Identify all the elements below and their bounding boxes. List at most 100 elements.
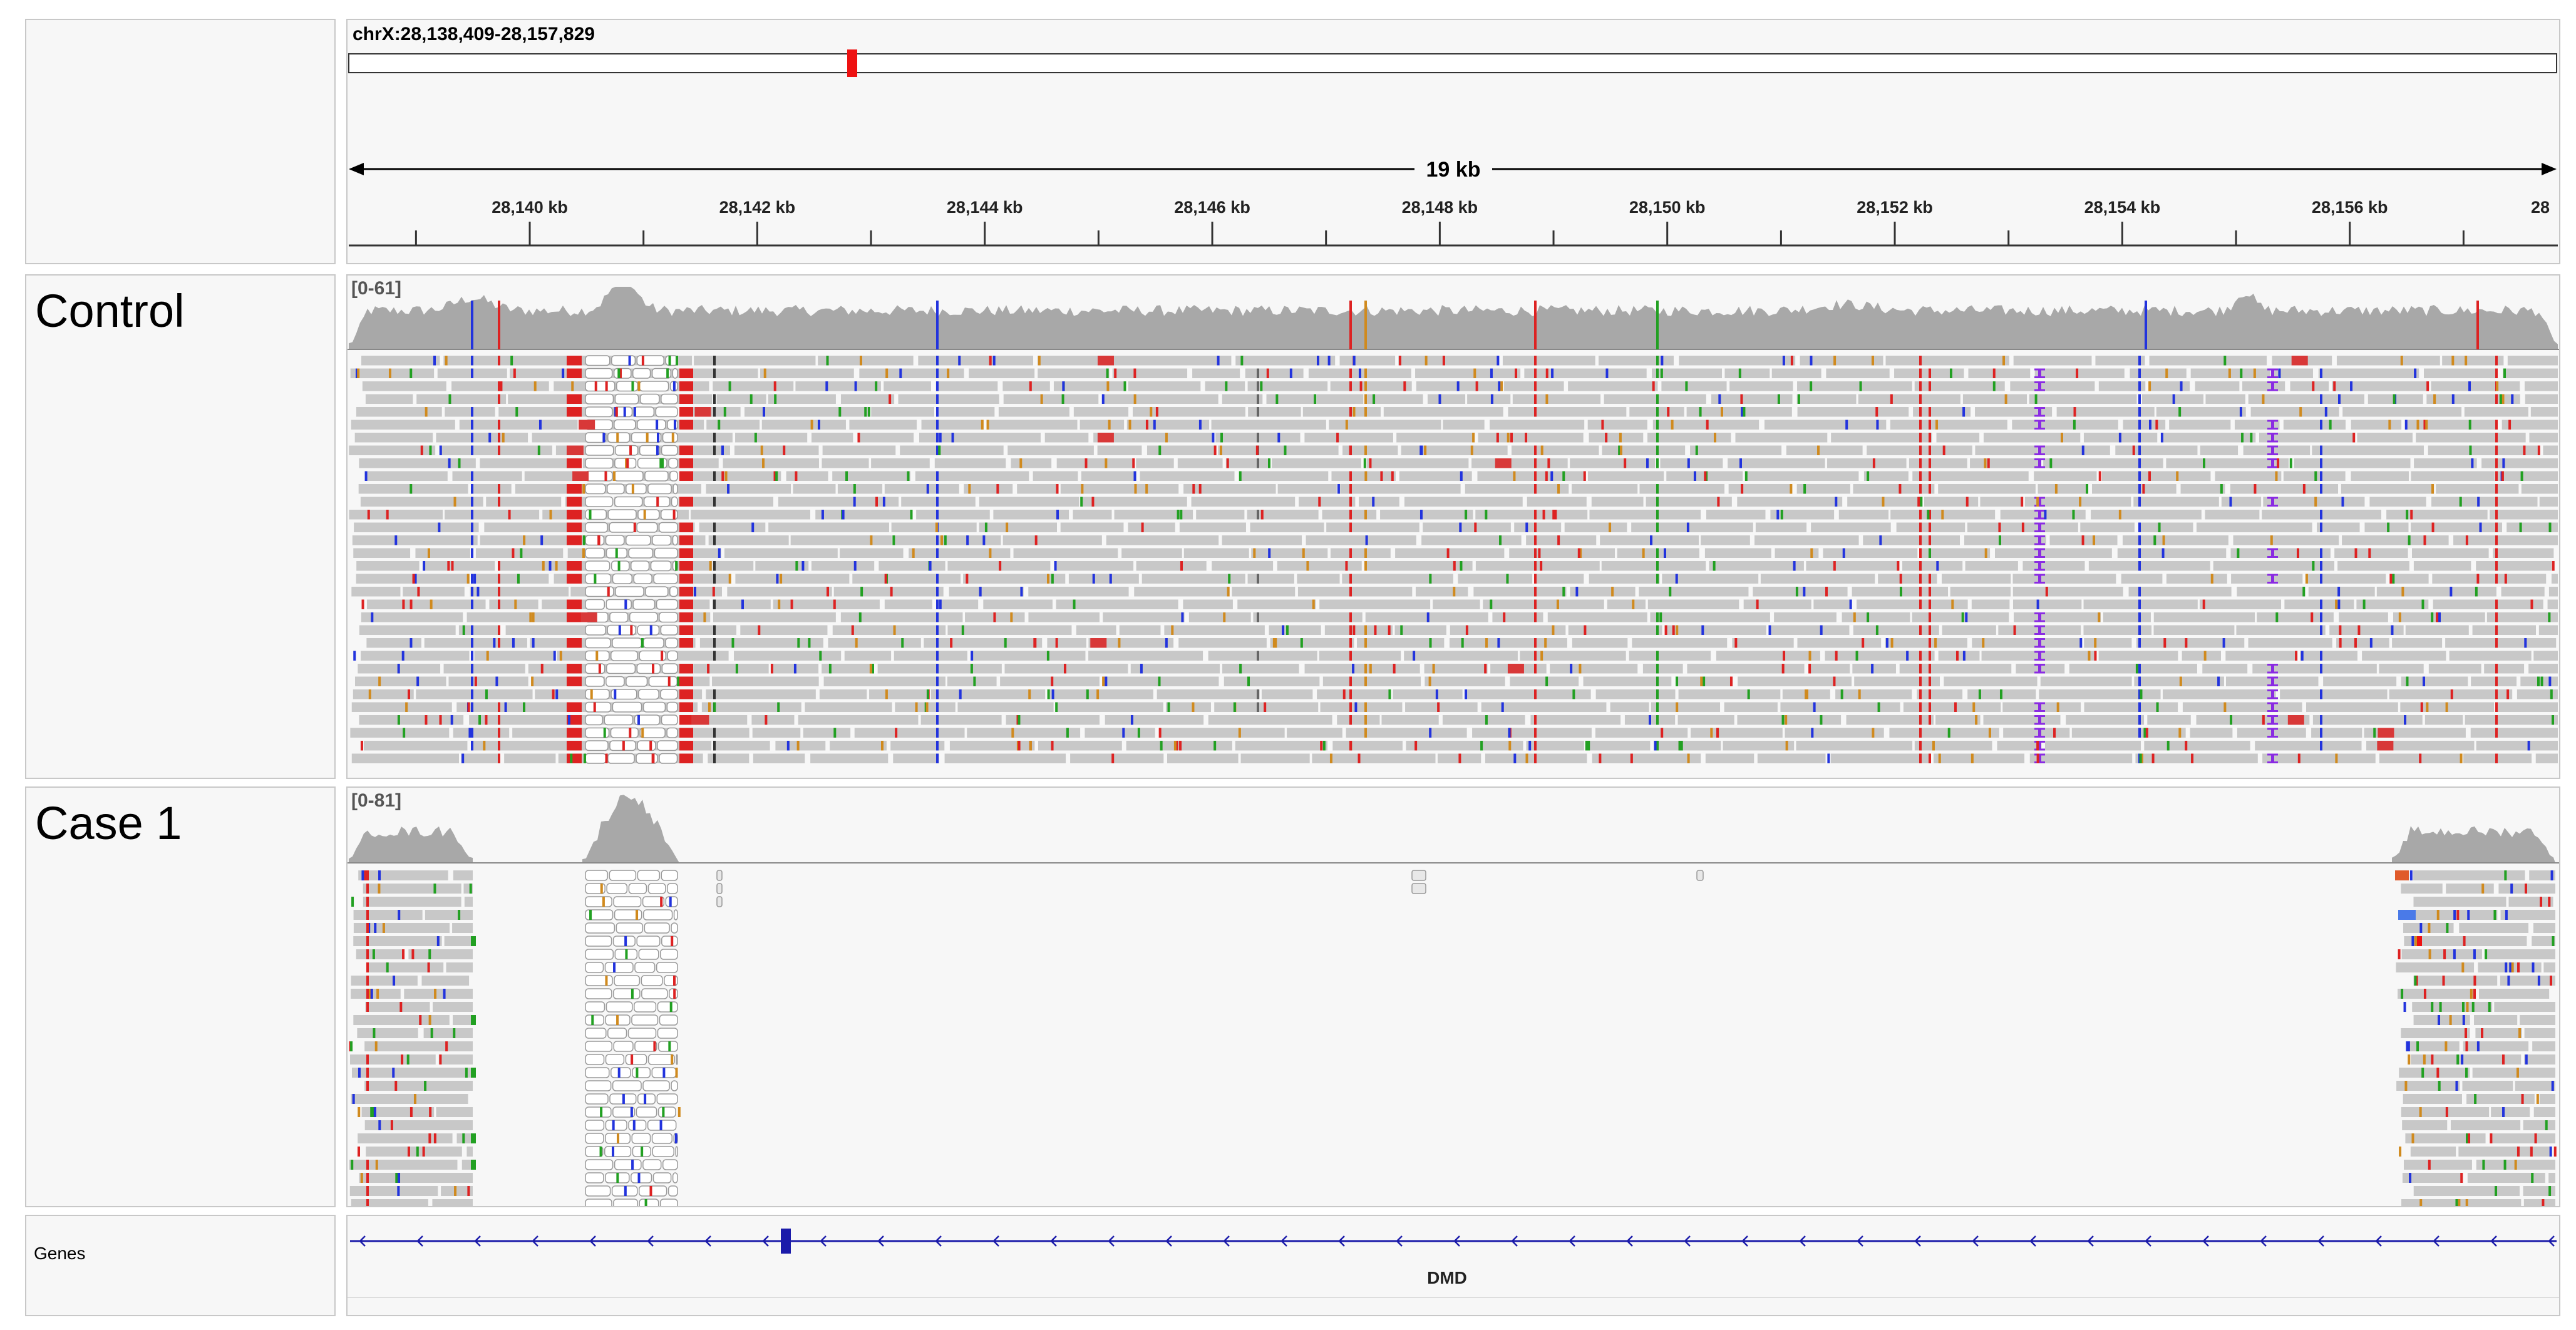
control-mismatch — [1122, 728, 1125, 738]
case1-mismatch — [2465, 1199, 2468, 1206]
control-read — [535, 689, 589, 699]
control-name-panel[interactable]: Control — [25, 274, 336, 779]
control-mismatch — [1984, 548, 1987, 558]
control-read — [486, 497, 562, 507]
control-read — [727, 587, 832, 597]
control-mismatch — [1929, 599, 1931, 609]
case1-mismatch — [364, 870, 367, 880]
control-read — [2501, 587, 2545, 597]
case1-data-panel[interactable]: [0-81] — [346, 786, 2560, 1207]
gene-strand-arrow — [2375, 1235, 2382, 1247]
control-read — [2259, 433, 2356, 443]
control-mismatch — [1686, 522, 1689, 532]
control-mismatch — [1808, 664, 1811, 674]
control-mismatch — [567, 497, 582, 507]
case1-mismatch — [366, 989, 369, 999]
control-insertion — [2038, 625, 2041, 635]
control-insertion — [2267, 697, 2278, 699]
control-mismatch — [397, 664, 400, 674]
control-mismatch — [1919, 676, 1922, 686]
control-mismatch — [2241, 433, 2244, 443]
control-mismatch — [672, 381, 676, 391]
control-mismatch — [2423, 420, 2426, 430]
control-read — [2014, 612, 2101, 622]
control-mismatch — [1499, 535, 1502, 545]
genes-track[interactable]: DMD — [348, 1216, 2559, 1315]
control-mismatch — [2081, 535, 2084, 545]
case1-read — [356, 949, 404, 959]
control-read — [2280, 689, 2388, 699]
case1-mismatch — [366, 1054, 369, 1065]
control-mismatch — [1369, 458, 1372, 468]
control-mismatch — [2138, 535, 2141, 545]
case1-mismatch — [436, 936, 440, 946]
control-read — [1425, 676, 1505, 686]
control-clipped-read — [585, 586, 614, 597]
gene-strand-arrow — [1511, 1235, 1518, 1247]
case1-mismatch — [427, 962, 430, 972]
control-data-panel[interactable]: [0-61] — [346, 274, 2560, 779]
case1-name-panel[interactable]: Case 1 — [25, 786, 336, 1207]
control-mismatch — [2337, 394, 2341, 404]
control-read — [1097, 445, 1142, 455]
control-mismatch — [569, 458, 572, 468]
control-read — [424, 561, 495, 571]
control-read — [1218, 445, 1339, 455]
control-read — [466, 612, 587, 622]
control-mismatch — [2495, 356, 2498, 366]
control-mismatch — [1676, 676, 1679, 686]
control-read — [1082, 497, 1187, 507]
control-mismatch — [1177, 510, 1180, 520]
control-read — [798, 715, 919, 725]
control-mismatch — [2495, 612, 2498, 622]
control-read — [2121, 574, 2163, 584]
control-read — [1686, 407, 1792, 417]
control-mismatch — [1810, 356, 1813, 366]
span-arrow-right — [2542, 163, 2557, 175]
control-read — [775, 741, 826, 751]
control-read — [508, 394, 597, 404]
control-clipped-read — [639, 650, 666, 661]
control-read — [1647, 433, 1731, 443]
case1-read — [351, 976, 418, 986]
control-mismatch — [1424, 445, 1427, 455]
control-mismatch — [901, 638, 904, 648]
control-read — [2294, 458, 2411, 468]
control-mismatch — [1955, 651, 1959, 661]
control-mismatch — [2519, 522, 2522, 532]
control-insertion — [2034, 574, 2045, 576]
genes-data-panel[interactable]: DMD — [346, 1215, 2560, 1316]
control-mismatch — [1257, 651, 1259, 661]
control-read — [1942, 574, 2011, 584]
chromosome-ideogram — [348, 53, 2557, 73]
control-read — [1070, 753, 1164, 763]
control-read — [2040, 676, 2132, 686]
control-mismatch — [1992, 368, 1996, 378]
control-mismatch — [2475, 587, 2478, 597]
control-read — [2392, 638, 2443, 648]
control-mismatch — [1554, 510, 1557, 520]
control-mismatch — [741, 599, 744, 609]
control-read — [840, 612, 963, 622]
control-mismatch — [958, 356, 961, 366]
control-read — [1165, 702, 1211, 712]
control-mismatch — [1380, 471, 1383, 481]
control-coverage-variant — [498, 301, 500, 349]
control-mismatch — [1929, 471, 1931, 481]
ruler-tick-label: 28,144 kb — [947, 198, 1023, 217]
control-mismatch — [1875, 625, 1878, 635]
control-mismatch — [1661, 356, 1664, 366]
case1-clipped-read — [585, 1041, 613, 1052]
control-read — [1079, 420, 1125, 430]
control-read — [353, 689, 414, 699]
control-mismatch — [412, 574, 415, 584]
case1-mismatch — [600, 884, 603, 894]
control-read — [2128, 587, 2232, 597]
case1-mismatch — [351, 1160, 354, 1170]
case1-alignment[interactable] — [348, 788, 2559, 1206]
control-read — [498, 407, 577, 417]
control-alignment[interactable] — [348, 276, 2559, 778]
control-read — [2263, 497, 2365, 507]
genes-name-panel[interactable]: Genes — [25, 1215, 336, 1316]
